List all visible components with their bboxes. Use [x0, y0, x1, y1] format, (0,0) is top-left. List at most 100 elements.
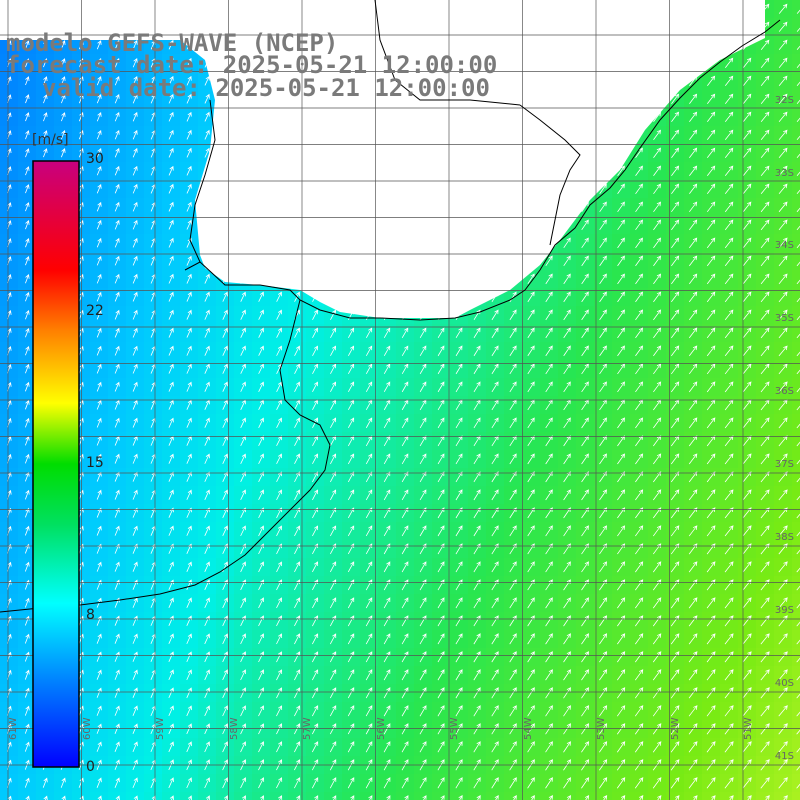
wind-arrow-icon	[96, 741, 102, 752]
wind-speed-cell	[72, 792, 90, 800]
wind-arrow-icon	[545, 453, 553, 465]
wind-arrow-icon	[581, 453, 589, 465]
wind-arrow-icon	[581, 723, 590, 735]
wind-arrow-icon	[706, 669, 716, 681]
wind-arrow-icon	[186, 687, 192, 699]
wind-arrow-icon	[796, 279, 800, 285]
wind-arrow-icon	[473, 741, 481, 753]
wind-arrow-icon	[96, 219, 102, 230]
wind-arrow-icon	[527, 273, 535, 285]
wind-arrow-icon	[563, 345, 571, 357]
wind-arrow-icon	[760, 273, 770, 285]
wind-arrow-icon	[132, 741, 138, 753]
wind-arrow-icon	[60, 148, 66, 158]
wind-arrow-icon	[617, 651, 626, 663]
wind-arrow-icon	[473, 687, 481, 699]
wind-arrow-icon	[670, 435, 680, 447]
wind-arrow-icon	[25, 345, 30, 356]
wind-arrow-icon	[688, 615, 698, 627]
wind-speed-cell	[792, 162, 800, 180]
wind-arrow-icon	[581, 687, 590, 699]
wind-arrow-icon	[312, 435, 319, 447]
wind-arrow-icon	[348, 363, 355, 375]
wind-arrow-icon	[258, 489, 264, 501]
wind-arrow-icon	[437, 525, 445, 537]
wind-arrow-icon	[204, 471, 210, 482]
wind-arrow-icon	[401, 489, 409, 501]
wind-arrow-icon	[312, 363, 318, 374]
wind-arrow-icon	[527, 435, 535, 447]
wind-arrow-icon	[240, 741, 247, 753]
wind-arrow-icon	[276, 381, 282, 392]
wind-arrow-icon	[401, 561, 409, 573]
wind-arrow-icon	[599, 363, 607, 375]
wind-arrow-icon	[132, 327, 138, 338]
wind-arrow-icon	[311, 687, 319, 699]
wind-arrow-icon	[240, 687, 247, 699]
wind-arrow-icon	[61, 94, 66, 104]
wind-arrow-icon	[742, 489, 752, 501]
wind-arrow-icon	[347, 489, 355, 501]
wind-arrow-icon	[419, 723, 427, 735]
wind-speed-cell	[144, 792, 162, 800]
wind-arrow-icon	[778, 525, 788, 537]
wind-speed-cell	[792, 576, 800, 594]
wind-arrow-icon	[509, 291, 517, 303]
wind-arrow-icon	[186, 255, 192, 266]
wind-arrow-icon	[240, 489, 246, 501]
lon-label: 56W	[376, 717, 387, 740]
wind-speed-cell	[162, 792, 180, 800]
wind-arrow-icon	[276, 345, 282, 356]
wind-arrow-icon	[78, 112, 84, 122]
wind-arrow-icon	[329, 777, 337, 789]
wind-speed-cell	[684, 792, 702, 800]
wind-arrow-icon	[688, 561, 698, 573]
wind-arrow-icon	[114, 705, 120, 716]
wind-arrow-icon	[132, 489, 138, 500]
wind-arrow-icon	[96, 255, 102, 266]
wind-arrow-icon	[796, 99, 800, 104]
wind-arrow-icon	[455, 777, 463, 789]
wind-arrow-icon	[617, 363, 625, 375]
wind-arrow-icon	[653, 183, 662, 195]
wind-arrow-icon	[437, 633, 445, 645]
wind-arrow-icon	[365, 453, 373, 465]
wind-arrow-icon	[311, 669, 319, 681]
lon-label: 61W	[8, 717, 19, 740]
wind-arrow-icon	[311, 705, 319, 717]
wind-arrow-icon	[760, 597, 770, 609]
wind-speed-cell	[792, 738, 800, 756]
wind-speed-cell	[792, 252, 800, 270]
wind-speed-cell	[792, 72, 800, 90]
wind-arrow-icon	[778, 435, 788, 447]
wind-arrow-icon	[617, 669, 626, 681]
wind-arrow-icon	[204, 687, 210, 699]
wind-arrow-icon	[778, 651, 788, 663]
wind-speed-cell	[108, 792, 126, 800]
wind-arrow-icon	[132, 651, 138, 662]
wind-speed-cell	[792, 486, 800, 504]
wind-speed-cell	[792, 378, 800, 396]
wind-arrow-icon	[706, 381, 716, 393]
wind-arrow-icon	[742, 417, 752, 429]
wind-arrow-icon	[671, 219, 680, 231]
wind-arrow-icon	[186, 777, 192, 789]
wind-arrow-icon	[670, 543, 680, 555]
wind-arrow-icon	[778, 255, 788, 267]
wind-arrow-icon	[796, 585, 800, 591]
wind-arrow-icon	[205, 795, 211, 800]
wind-speed-cell	[792, 522, 800, 540]
wind-arrow-icon	[401, 525, 409, 537]
wind-arrow-icon	[347, 777, 355, 789]
wind-arrow-icon	[617, 345, 625, 357]
wind-arrow-icon	[688, 345, 698, 357]
wind-arrow-icon	[724, 273, 734, 285]
wind-arrow-icon	[670, 687, 680, 699]
wind-arrow-icon	[383, 723, 391, 735]
wind-arrow-icon	[43, 40, 48, 50]
wind-arrow-icon	[240, 669, 247, 681]
wind-arrow-icon	[455, 651, 463, 663]
wind-arrow-icon	[670, 615, 680, 627]
wind-arrow-icon	[186, 93, 192, 104]
wind-arrow-icon	[796, 765, 800, 771]
